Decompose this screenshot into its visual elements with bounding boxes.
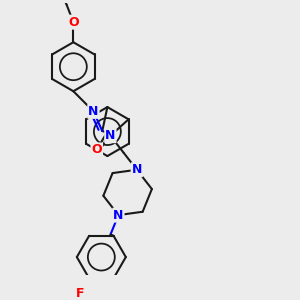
- Text: N: N: [88, 105, 99, 118]
- Text: F: F: [76, 287, 85, 300]
- Text: O: O: [68, 16, 79, 28]
- Text: O: O: [92, 143, 102, 157]
- Text: N: N: [105, 129, 116, 142]
- Text: N: N: [132, 163, 142, 176]
- Text: N: N: [113, 208, 124, 222]
